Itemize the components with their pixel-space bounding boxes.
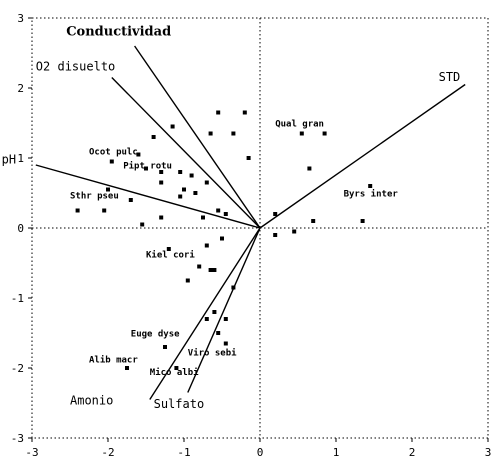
site-point [311,219,316,223]
site-point [159,215,164,220]
site-point [360,219,365,223]
site-point [102,208,107,213]
site-point [178,194,183,199]
site-point [163,345,167,349]
site-point [223,317,228,321]
x-tick-label: 2 [409,446,416,459]
site-point [208,131,213,136]
vector-amonio [149,227,261,400]
site-point [212,310,217,314]
site-point [231,285,236,290]
site-point [159,180,164,185]
species-label: Kiel cori [146,249,195,260]
vector-conductividad [134,45,261,229]
site-point [216,110,221,115]
site-point [170,124,175,129]
x-tick-label: 3 [485,446,492,459]
site-point [220,236,224,241]
y-tick-label: -2 [11,362,24,375]
species-label: Qual gran [275,120,324,130]
y-tick-label: 3 [17,12,24,25]
axis-ticks: -3 -2 -1 0 1 2 3 -3 -2 -1 0 1 2 3 [11,12,492,459]
site-point [125,366,129,370]
vector-label: Conductividad [66,25,171,40]
site-point [242,110,247,115]
y-tick-label: -1 [11,292,24,305]
x-tick-label: 0 [257,446,264,459]
site-point [197,264,202,269]
site-point [185,278,190,283]
y-tick-label: 2 [17,82,24,95]
species-label: Pipt rotu [123,161,172,172]
y-tick-label: 0 [17,222,24,235]
site-point [189,173,194,178]
site-point [216,331,221,335]
site-point [223,212,228,216]
site-point [307,166,312,171]
site-point [204,317,209,321]
site-point [193,191,198,195]
site-point [166,247,171,251]
vector-label: Amonio [70,393,113,407]
site-point [208,268,213,272]
site-points [75,110,373,370]
site-point [299,131,304,136]
x-tick-label: -2 [101,446,114,459]
site-point [136,152,141,157]
vector-ph [35,164,261,229]
y-tick-label: 1 [17,152,24,165]
site-point [292,229,297,234]
species-label: Ocot pulc [89,148,138,158]
species-label: Alib macr [89,354,138,365]
site-point [322,131,327,136]
site-point [223,341,228,346]
species-label: Byrs inter [344,189,399,200]
site-point [106,187,110,192]
vector-label: STD [439,70,461,84]
site-point [128,198,133,202]
vector-o2-disuelto [111,77,261,229]
site-point [140,222,145,227]
environmental-vectors: Conductividad O2 disuelto pH STD Amonio Sulfa… [2,25,466,411]
vector-std [259,83,466,229]
species-labels: Qual gran Ocot pulc Pipt rotu Sthr pseu Byrs… [70,120,398,379]
site-point [182,187,186,192]
site-point [216,208,221,213]
vector-label: O2 disuelto [36,60,115,74]
vector-label: Sulfato [154,397,205,411]
site-point [201,215,205,220]
vector-label: pH [2,153,16,167]
species-label: Mico albi [150,367,199,378]
site-point [212,268,217,272]
site-point [75,208,80,213]
site-point [273,212,278,216]
species-label: Sthr pseu [70,192,119,202]
site-point [178,170,183,174]
site-point [159,170,164,174]
x-tick-label: -1 [177,446,190,459]
site-point [204,243,209,248]
site-point [246,156,251,160]
y-tick-label: -3 [11,432,24,445]
vector-sulfato [187,227,261,393]
site-point [174,366,179,370]
x-tick-label: -3 [25,446,38,459]
species-label: Viro sebi [188,347,237,358]
species-label: Euge dyse [131,330,180,340]
site-point [204,180,209,185]
site-point [273,233,278,237]
site-point [151,135,156,139]
x-tick-label: 1 [333,446,340,459]
site-point [231,131,236,136]
site-point [368,184,373,188]
site-point [144,166,148,171]
site-point [109,159,114,164]
